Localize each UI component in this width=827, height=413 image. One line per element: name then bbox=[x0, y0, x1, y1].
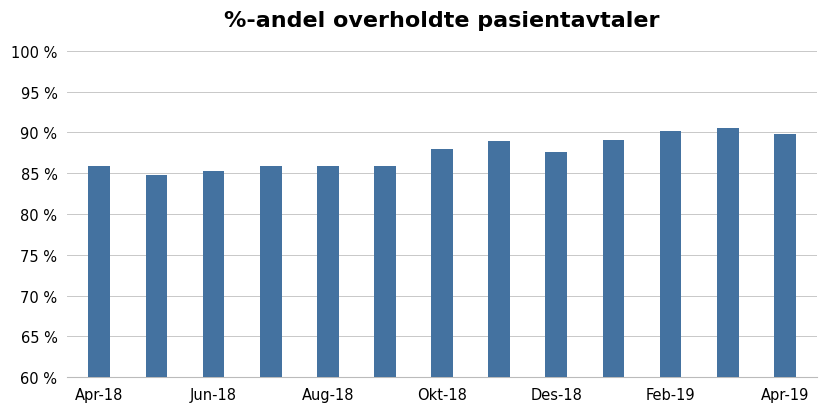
Bar bbox=[659, 132, 681, 413]
Bar bbox=[716, 128, 738, 413]
Bar bbox=[146, 176, 167, 413]
Bar bbox=[88, 166, 110, 413]
Bar bbox=[545, 153, 566, 413]
Bar bbox=[602, 140, 624, 413]
Bar bbox=[374, 166, 395, 413]
Title: %-andel overholdte pasientavtaler: %-andel overholdte pasientavtaler bbox=[224, 11, 659, 31]
Bar bbox=[317, 166, 338, 413]
Bar bbox=[431, 150, 452, 413]
Bar bbox=[260, 166, 281, 413]
Bar bbox=[773, 135, 795, 413]
Bar bbox=[488, 141, 509, 413]
Bar bbox=[203, 171, 224, 413]
